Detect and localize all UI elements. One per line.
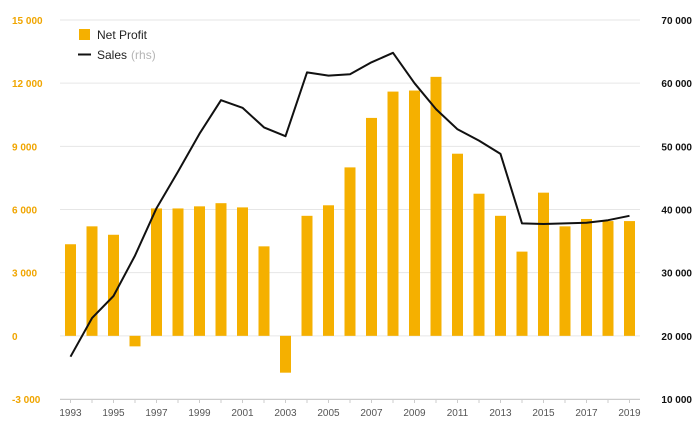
left-y-tick-label: 15 000 [12, 16, 43, 27]
net-profit-bar [430, 76, 442, 336]
x-tick-label: 1993 [59, 408, 82, 419]
legend-sales-label: Sales (rhs) [97, 48, 156, 62]
right-y-axis: 10 000 20 000 30 000 40 000 50 000 60 000 70 0… [661, 16, 692, 406]
net-profit-bar [366, 117, 377, 336]
legend-net-profit-swatch [79, 29, 90, 40]
net-profit-bars [65, 76, 635, 373]
x-tick-label: 1997 [145, 408, 168, 419]
net-profit-bar [258, 246, 270, 336]
net-profit-bar [624, 221, 635, 336]
legend: Net Profit Sales (rhs) [78, 28, 156, 62]
left-y-axis: -3 000 0 3 000 6 000 9 000 12 000 15 000 [12, 16, 43, 406]
left-y-tick-label: 12 000 [12, 79, 43, 90]
left-y-tick-label: 3 000 [12, 269, 37, 280]
net-profit-bar [108, 234, 119, 336]
x-tick-label: 2017 [575, 408, 598, 419]
x-tick-label: 1999 [188, 408, 211, 419]
net-profit-bar [538, 192, 549, 336]
net-profit-bar [516, 251, 528, 336]
x-tick-label: 2003 [274, 408, 297, 419]
right-y-tick-label: 60 000 [661, 79, 692, 90]
x-tick-label: 2019 [618, 408, 641, 419]
left-y-tick-label: 6 000 [12, 206, 37, 217]
x-tick-label: 2007 [360, 408, 383, 419]
net-profit-bar [344, 167, 356, 336]
net-profit-bar [452, 153, 463, 336]
net-profit-bar [86, 226, 98, 336]
sales-line [69, 51, 630, 358]
x-tick-label: 2005 [317, 408, 340, 419]
net-profit-bar [280, 335, 291, 373]
left-y-tick-label: 0 [12, 332, 18, 343]
right-y-tick-label: 20 000 [661, 332, 692, 343]
net-profit-bar [495, 215, 506, 336]
right-y-tick-label: 10 000 [661, 395, 692, 406]
sales-line-layer [69, 51, 630, 358]
x-axis: 1993 1995 1997 1999 2001 2003 2005 2007 2009 2011… [59, 399, 641, 419]
net-profit-bar [129, 335, 141, 347]
x-tick-label: 2013 [489, 408, 512, 419]
right-y-tick-label: 30 000 [661, 269, 692, 280]
net-profit-bar [194, 206, 205, 336]
right-y-tick-label: 70 000 [661, 16, 692, 27]
net-profit-bar [215, 203, 227, 336]
net-profit-bar [409, 90, 420, 336]
net-profit-bar [581, 218, 592, 336]
x-tick-label: 2009 [403, 408, 426, 419]
x-tick-label: 2011 [447, 408, 469, 419]
x-tick-label: 1995 [102, 408, 125, 419]
net-profit-bar [237, 207, 248, 336]
legend-net-profit-label: Net Profit [97, 28, 148, 42]
net-profit-bar [172, 208, 184, 336]
net-profit-bar [473, 193, 485, 336]
x-tick-label: 2001 [231, 408, 254, 419]
x-tick-label: 2015 [532, 408, 555, 419]
right-y-tick-label: 40 000 [661, 206, 692, 217]
net-profit-bar [323, 205, 334, 336]
net-profit-bar [151, 208, 162, 336]
legend-sales-suffix: (rhs) [131, 48, 156, 62]
net-profit-bar [65, 244, 76, 336]
net-profit-bar [301, 215, 313, 336]
left-y-tick-label: -3 000 [12, 395, 41, 406]
net-profit-bar [602, 221, 614, 336]
left-y-tick-label: 9 000 [12, 142, 37, 153]
net-profit-bar [387, 91, 399, 336]
legend-sales-name: Sales [97, 48, 127, 62]
net-profit-bar [559, 226, 571, 336]
right-y-tick-label: 50 000 [661, 142, 692, 153]
